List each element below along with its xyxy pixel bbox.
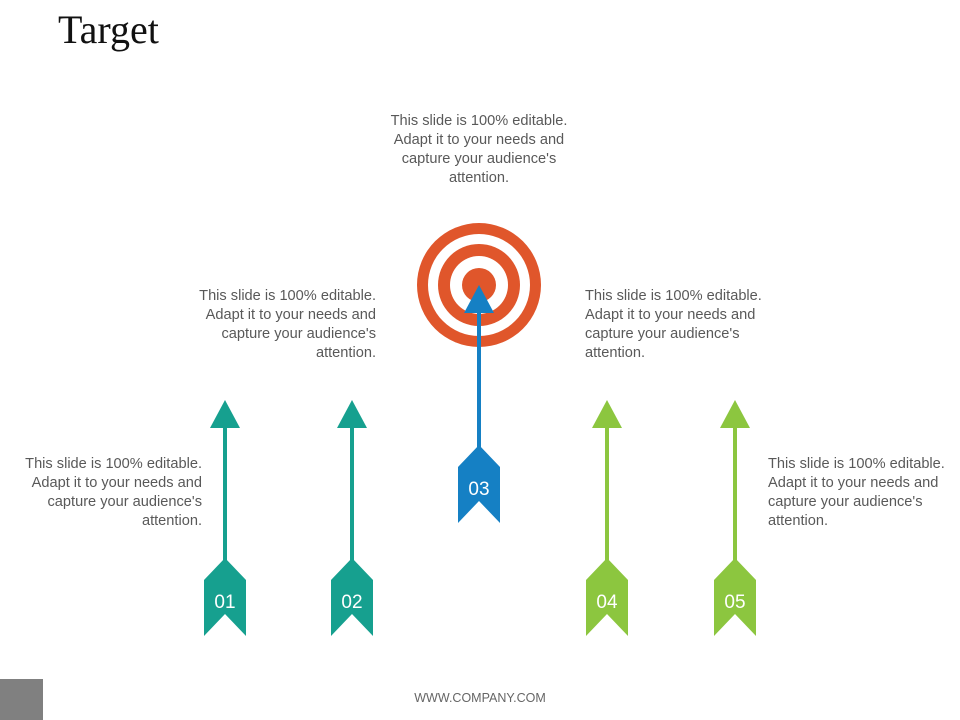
text-block-04: This slide is 100% editable. Adapt it to… [585, 288, 762, 361]
slide-title: Target [58, 7, 159, 52]
arrow-number-label: 03 [468, 479, 489, 500]
arrow-fletching [458, 445, 500, 523]
arrow-04: 04 [586, 400, 628, 636]
arrow-fletching [331, 558, 373, 636]
arrow-02: 02 [331, 400, 373, 636]
arrow-fletching [586, 558, 628, 636]
arrow-shaft [477, 305, 481, 455]
arrow-number-label: 05 [724, 592, 745, 613]
arrowhead-icon [464, 285, 494, 313]
arrow-shaft [605, 420, 609, 568]
arrow-shaft [223, 420, 227, 568]
arrow-shaft [350, 420, 354, 568]
arrow-01: 01 [204, 400, 246, 636]
corner-decoration [0, 679, 43, 720]
arrow-03: 03 [458, 285, 500, 523]
arrowhead-icon [210, 400, 240, 428]
arrow-fletching [204, 558, 246, 636]
text-block-02: This slide is 100% editable. Adapt it to… [199, 288, 376, 361]
arrow-number-label: 04 [596, 592, 618, 613]
text-block-01: This slide is 100% editable. Adapt it to… [25, 456, 202, 529]
arrowhead-icon [592, 400, 622, 428]
footer-url: WWW.COMPANY.COM [414, 691, 546, 705]
arrowhead-icon [720, 400, 750, 428]
arrow-fletching [714, 558, 756, 636]
arrow-shaft [733, 420, 737, 568]
text-block-05: This slide is 100% editable. Adapt it to… [768, 456, 945, 529]
arrowhead-icon [337, 400, 367, 428]
text-block-03: This slide is 100% editable. Adapt it to… [390, 113, 568, 186]
arrow-05: 05 [714, 400, 756, 636]
arrow-number-label: 01 [214, 592, 235, 613]
arrow-number-label: 02 [341, 592, 362, 613]
